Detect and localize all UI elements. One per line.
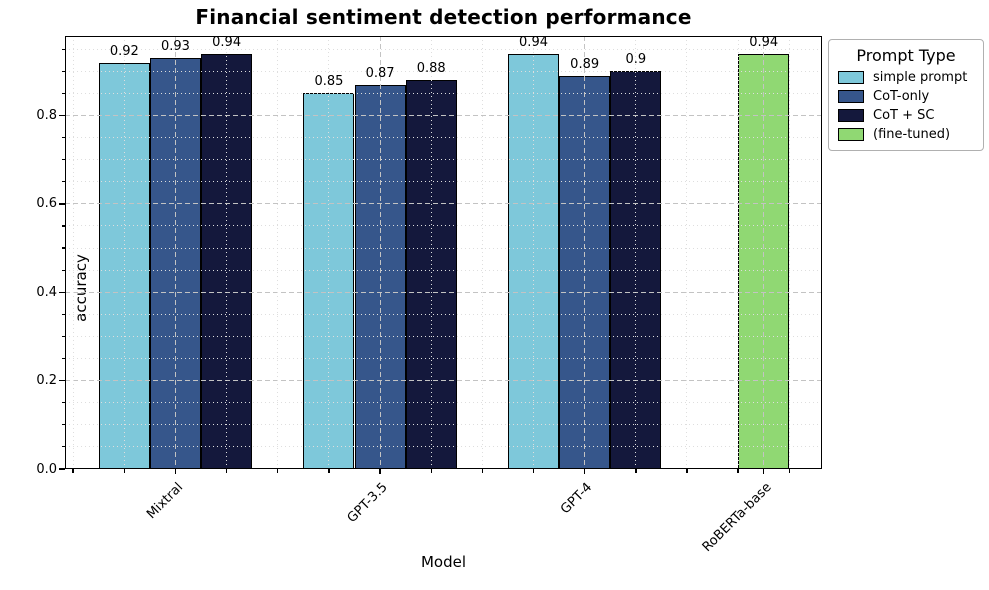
x-tick-label-text: GPT-3.5 [344, 480, 391, 526]
legend-item-label: (fine-tuned) [873, 127, 951, 142]
legend: Prompt Type simple prompt CoT-only CoT + S… [828, 39, 984, 151]
legend-item: CoT + SC [838, 108, 974, 123]
x-tick-label-text: Mixtral [143, 480, 187, 523]
bar [201, 53, 253, 469]
chart-title: Financial sentiment detection performanc… [195, 5, 692, 29]
legend-item: simple prompt [838, 70, 974, 85]
x-tick [788, 469, 790, 473]
legend-swatch [838, 71, 864, 84]
x-tick [481, 469, 484, 473]
legend-title: Prompt Type [856, 46, 956, 65]
x-tick [737, 469, 739, 473]
x-tick-label-text: RoBERTa-base [699, 480, 775, 555]
legend-item-label: simple prompt [873, 70, 968, 85]
x-axis-title: Model [420, 553, 467, 571]
y-tick-label: 0.2 [36, 373, 57, 389]
legend-items: simple prompt CoT-only CoT + SC (fine-tuned… [838, 70, 974, 142]
x-tick-label-text: GPT-4 [558, 480, 596, 518]
legend-swatch [838, 90, 864, 103]
x-tick [532, 469, 535, 473]
bar [303, 93, 355, 469]
bar [559, 75, 611, 469]
legend-swatch [838, 109, 864, 122]
bar [738, 53, 790, 469]
x-tick [225, 469, 228, 473]
bar [610, 71, 662, 469]
x-tick [72, 469, 74, 473]
x-tick [174, 469, 177, 474]
bar [405, 80, 457, 469]
bar [149, 58, 202, 469]
x-tick [686, 469, 688, 473]
y-tick-label: 0.0 [36, 461, 57, 477]
x-tick [123, 469, 126, 473]
legend-swatch [838, 128, 864, 141]
x-tick [328, 469, 330, 473]
bars-layer [65, 36, 822, 469]
bar [98, 62, 150, 469]
x-tick [379, 469, 381, 474]
legend-item: (fine-tuned) [838, 127, 974, 142]
bar [354, 84, 406, 469]
x-tick [277, 469, 279, 473]
bar [507, 53, 560, 469]
y-tick-label: 0.8 [36, 108, 57, 124]
y-tick-label: 0.4 [36, 284, 57, 300]
plot-area: 0.0 0.2 0.4 0.6 0.8 Mixtral GPT-3.5 GPT-4 RoBERT… [36, 35, 822, 555]
legend-item-label: CoT-only [873, 89, 930, 104]
legend-item-label: CoT + SC [873, 108, 935, 123]
y-tick-label: 0.6 [36, 196, 57, 212]
x-tick [583, 469, 586, 474]
x-tick [762, 469, 765, 474]
x-tick [635, 469, 637, 473]
legend-item: CoT-only [838, 89, 974, 104]
x-tick [430, 469, 432, 473]
